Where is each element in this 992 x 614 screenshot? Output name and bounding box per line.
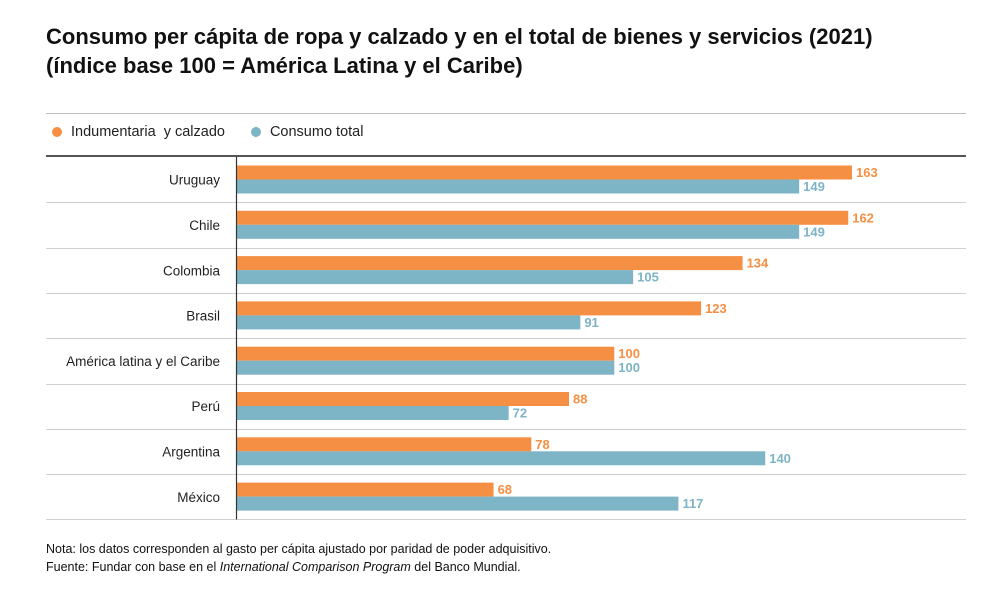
category-label: Argentina bbox=[162, 444, 220, 459]
bar-consumo-total bbox=[237, 360, 615, 375]
category-label: Perú bbox=[191, 399, 220, 414]
legend: Indumentaria y calzado Consumo total bbox=[52, 122, 389, 142]
bar-consumo-total bbox=[237, 224, 800, 239]
value-label-consumo-total: 105 bbox=[637, 270, 659, 285]
bar-indumentaria bbox=[237, 210, 849, 225]
value-label-indumentaria: 134 bbox=[747, 256, 769, 271]
source-prefix: Fuente: Fundar con base en el bbox=[46, 560, 220, 574]
legend-label-indumentaria: Indumentaria y calzado bbox=[71, 124, 225, 140]
category-label: Uruguay bbox=[169, 173, 220, 188]
bar-indumentaria bbox=[237, 482, 494, 497]
category-label: México bbox=[177, 490, 220, 505]
value-label-consumo-total: 72 bbox=[513, 406, 527, 421]
value-label-consumo-total: 117 bbox=[682, 496, 703, 511]
source-suffix: del Banco Mundial. bbox=[410, 560, 521, 574]
chart-title-line-2: (índice base 100 = América Latina y el C… bbox=[46, 53, 523, 78]
value-label-indumentaria: 88 bbox=[573, 392, 587, 407]
legend-swatch-indumentaria bbox=[52, 127, 62, 137]
legend-label-consumo-total: Consumo total bbox=[269, 124, 364, 140]
value-label-consumo-total: 149 bbox=[803, 224, 825, 239]
bar-consumo-total bbox=[237, 496, 679, 511]
bar-indumentaria bbox=[237, 437, 532, 452]
bar-indumentaria bbox=[237, 301, 702, 316]
bar-chart: Uruguay 163 149 Chile 162 149 Colombia 134 105 Br… bbox=[46, 157, 966, 520]
category-label: Chile bbox=[189, 218, 220, 233]
source-text: Fuente: Fundar con base en el Internatio… bbox=[46, 558, 551, 576]
legend-item-consumo-total: Consumo total bbox=[250, 124, 364, 140]
chart-title-line-1: Consumo per cápita de ropa y calzado y e… bbox=[46, 24, 873, 49]
bar-indumentaria bbox=[237, 256, 743, 271]
note-text: Nota: los datos corresponden al gasto pe… bbox=[46, 542, 552, 556]
source-program: International Comparison Program bbox=[219, 560, 411, 574]
bar-consumo-total bbox=[237, 315, 581, 330]
value-label-consumo-total: 91 bbox=[584, 315, 598, 330]
bar-consumo-total bbox=[237, 406, 509, 420]
chart-notes: Nota: los datos corresponden al gasto pe… bbox=[46, 540, 551, 576]
value-label-indumentaria: 123 bbox=[705, 301, 727, 316]
value-label-indumentaria: 163 bbox=[856, 165, 878, 180]
bar-consumo-total bbox=[237, 270, 634, 285]
value-label-consumo-total: 100 bbox=[618, 360, 640, 375]
value-label-indumentaria: 162 bbox=[852, 210, 874, 225]
bar-indumentaria bbox=[237, 346, 615, 361]
value-label-indumentaria: 100 bbox=[618, 346, 640, 361]
bar-indumentaria bbox=[237, 165, 852, 180]
value-label-indumentaria: 68 bbox=[498, 482, 512, 497]
bar-consumo-total bbox=[237, 451, 766, 466]
value-label-consumo-total: 149 bbox=[803, 179, 825, 194]
category-label: Brasil bbox=[186, 309, 220, 324]
top-divider bbox=[46, 113, 966, 114]
value-label-consumo-total: 140 bbox=[769, 451, 791, 466]
legend-item-indumentaria: Indumentaria y calzado bbox=[52, 124, 225, 140]
value-label-indumentaria: 78 bbox=[535, 437, 549, 452]
category-label: América latina y el Caribe bbox=[66, 354, 220, 369]
bar-indumentaria bbox=[237, 392, 570, 406]
category-label: Colombia bbox=[163, 263, 221, 278]
legend-divider bbox=[46, 155, 966, 157]
legend-swatch-consumo-total bbox=[250, 127, 261, 137]
bar-consumo-total bbox=[237, 179, 800, 194]
chart-title: Consumo per cápita de ropa y calzado y e… bbox=[46, 22, 976, 80]
